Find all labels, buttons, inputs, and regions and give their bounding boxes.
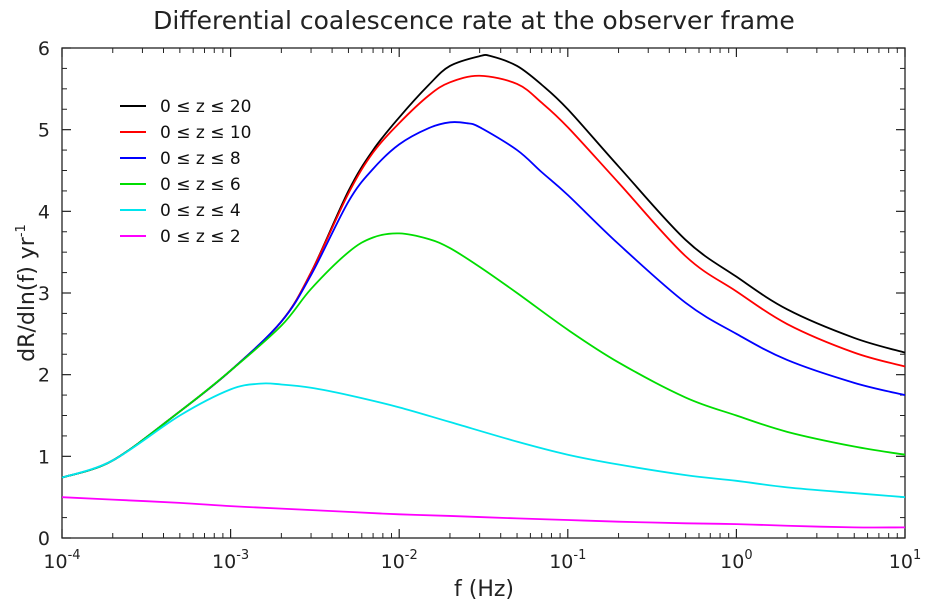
legend-label: 0 ≤ z ≤ 8 xyxy=(160,149,241,169)
y-axis-label: dR/dln(f) yr-1 xyxy=(14,224,40,362)
x-tick-label: 10-3 xyxy=(212,548,249,573)
y-tick-label: 5 xyxy=(38,120,50,142)
y-tick-label: 3 xyxy=(38,283,50,305)
series-line-1 xyxy=(61,54,906,479)
legend-label: 0 ≤ z ≤ 10 xyxy=(160,123,251,143)
x-tick-base: 10 xyxy=(212,551,236,573)
x-tick-label: 101 xyxy=(889,548,921,573)
y-tick-label: 4 xyxy=(38,201,50,223)
legend-label: 0 ≤ z ≤ 2 xyxy=(160,227,241,247)
x-tick-label: 10-4 xyxy=(43,548,80,573)
chart-title: Differential coalescence rate at the obs… xyxy=(153,6,795,35)
series-layer xyxy=(61,54,906,529)
x-tick-exponent: -4 xyxy=(68,548,81,563)
x-tick-exponent: 0 xyxy=(744,548,752,563)
x-tick-exponent: -2 xyxy=(405,548,418,563)
x-tick-base: 10 xyxy=(381,551,405,573)
y-tick-label: 0 xyxy=(38,528,50,550)
x-axis-label: f (Hz) xyxy=(454,577,514,602)
y-axis-label-text: dR/dln(f) yr xyxy=(15,236,40,362)
x-tick-base: 10 xyxy=(889,551,913,573)
y-tick-label: 2 xyxy=(38,365,50,387)
legend: 0 ≤ z ≤ 20 0 ≤ z ≤ 10 0 ≤ z ≤ 8 0 ≤ z ≤ 6 0 … xyxy=(120,97,251,247)
x-tick-exponent: 1 xyxy=(913,548,921,563)
series-line-4 xyxy=(61,232,906,479)
series-line-5 xyxy=(61,382,906,499)
x-tick-label: 10-2 xyxy=(381,548,418,573)
y-tick-label: 6 xyxy=(38,38,50,60)
x-tick-label: 100 xyxy=(720,548,752,573)
legend-label: 0 ≤ z ≤ 6 xyxy=(160,175,241,195)
y-axis-label-exponent: -1 xyxy=(14,224,29,237)
legend-label: 0 ≤ z ≤ 20 xyxy=(160,97,251,117)
plot-frame xyxy=(61,47,906,539)
x-tick-base: 10 xyxy=(720,551,744,573)
x-tick-base: 10 xyxy=(549,551,573,573)
legend-label: 0 ≤ z ≤ 4 xyxy=(160,201,241,221)
y-tick-label: 1 xyxy=(38,446,50,468)
x-tick-exponent: -1 xyxy=(573,548,586,563)
x-tick-base: 10 xyxy=(43,551,67,573)
x-tick-exponent: -3 xyxy=(236,548,249,563)
x-tick-label: 10-1 xyxy=(549,548,586,573)
series-line-6 xyxy=(61,496,906,529)
